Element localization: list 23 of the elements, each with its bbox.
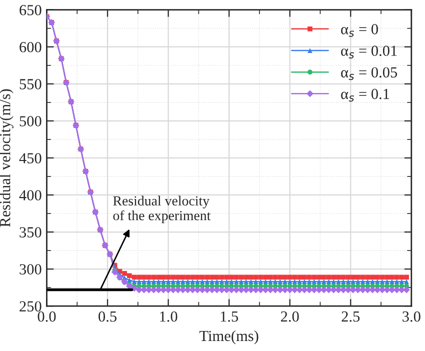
legend-label: α$_{s}$ = 0.01 (341, 46, 397, 58)
x-tick-label: 3.0 (402, 311, 420, 322)
y-tick-label: 400 (19, 190, 42, 200)
y-tick-label: 250 (20, 301, 42, 312)
y-tick-label: 450 (19, 153, 42, 164)
x-tick-label: 2.0 (280, 311, 299, 322)
y-tick-label: 650 (20, 4, 42, 16)
x-tick-label: 2.5 (342, 311, 360, 322)
y-tick-label: 350 (20, 227, 42, 238)
x-axis-title: Time(ms) (199, 330, 258, 344)
legend-label: α$_{s}$ = 0.05 (341, 67, 398, 80)
y-tick-label: 300 (20, 264, 42, 274)
x-tick-label: 1.5 (220, 311, 238, 322)
x-tick-label: 0.5 (98, 311, 116, 322)
y-tick-label: 500 (20, 116, 42, 126)
legend-label: α$_{s}$ = 0 (341, 24, 378, 37)
legend-label: α$_{s}$ = 0.1 (341, 88, 390, 102)
y-tick-label: 600 (20, 42, 42, 52)
y-axis-title: Residual velocity(m/s) (0, 89, 14, 227)
x-tick-label: 0.0 (38, 311, 56, 322)
y-tick-label: 550 (20, 79, 42, 90)
x-tick-label: 1.0 (160, 311, 178, 322)
annotation: Residual velocity of the experiment (113, 196, 211, 224)
